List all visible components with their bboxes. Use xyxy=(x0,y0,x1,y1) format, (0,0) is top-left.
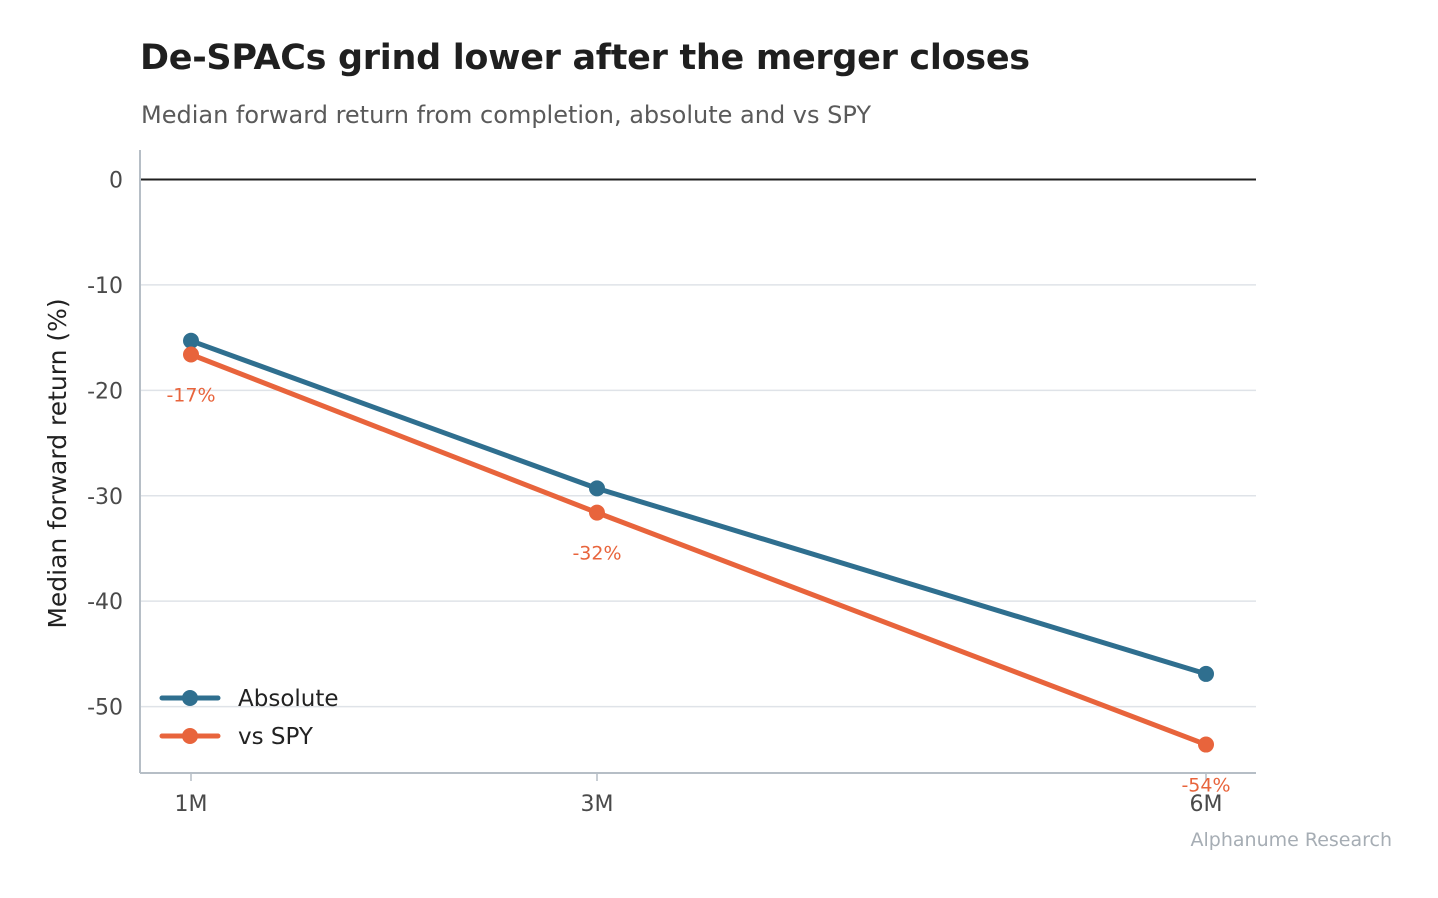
axes: 0 -10 -20 -30 -40 -50 1M 3M 6M Median forward ret… xyxy=(43,150,1256,817)
data-point xyxy=(589,504,605,521)
data-point xyxy=(183,332,199,349)
x-tick-label: 6M xyxy=(1190,792,1223,817)
data-labels: -17% -32% -54% xyxy=(166,385,1230,797)
legend-item: vs SPY xyxy=(159,724,314,750)
series-group xyxy=(183,332,1214,753)
y-tick-label: -50 xyxy=(87,696,123,721)
data-point xyxy=(183,346,199,363)
data-point xyxy=(1198,736,1214,753)
legend-label: Absolute xyxy=(238,686,339,712)
y-tick-label: 0 xyxy=(109,169,123,194)
legend-label: vs SPY xyxy=(238,724,314,750)
legend-item: Absolute xyxy=(159,686,339,712)
chart-subtitle: Median forward return from completion, a… xyxy=(141,101,871,129)
x-tick-label: 3M xyxy=(581,792,614,817)
legend-marker xyxy=(182,728,198,744)
legend: Absolute vs SPY xyxy=(159,686,339,750)
series-line xyxy=(188,352,1209,748)
y-tick-label: -30 xyxy=(87,485,123,510)
data-point xyxy=(589,480,605,497)
y-tick-label: -40 xyxy=(87,590,123,615)
y-tick-label: -10 xyxy=(87,274,123,299)
chart-title: De-SPACs grind lower after the merger cl… xyxy=(140,38,1030,78)
data-label: -54% xyxy=(1181,775,1230,797)
source-credit: Alphanume Research xyxy=(1190,829,1393,851)
data-point xyxy=(1198,665,1214,682)
data-label: -32% xyxy=(572,543,621,565)
y-tick-label: -20 xyxy=(87,379,123,404)
gridlines xyxy=(140,284,1256,708)
legend-marker xyxy=(182,690,198,706)
y-axis-label: Median forward return (%) xyxy=(43,298,72,628)
data-label: -17% xyxy=(166,385,215,407)
x-tick-label: 1M xyxy=(175,792,208,817)
